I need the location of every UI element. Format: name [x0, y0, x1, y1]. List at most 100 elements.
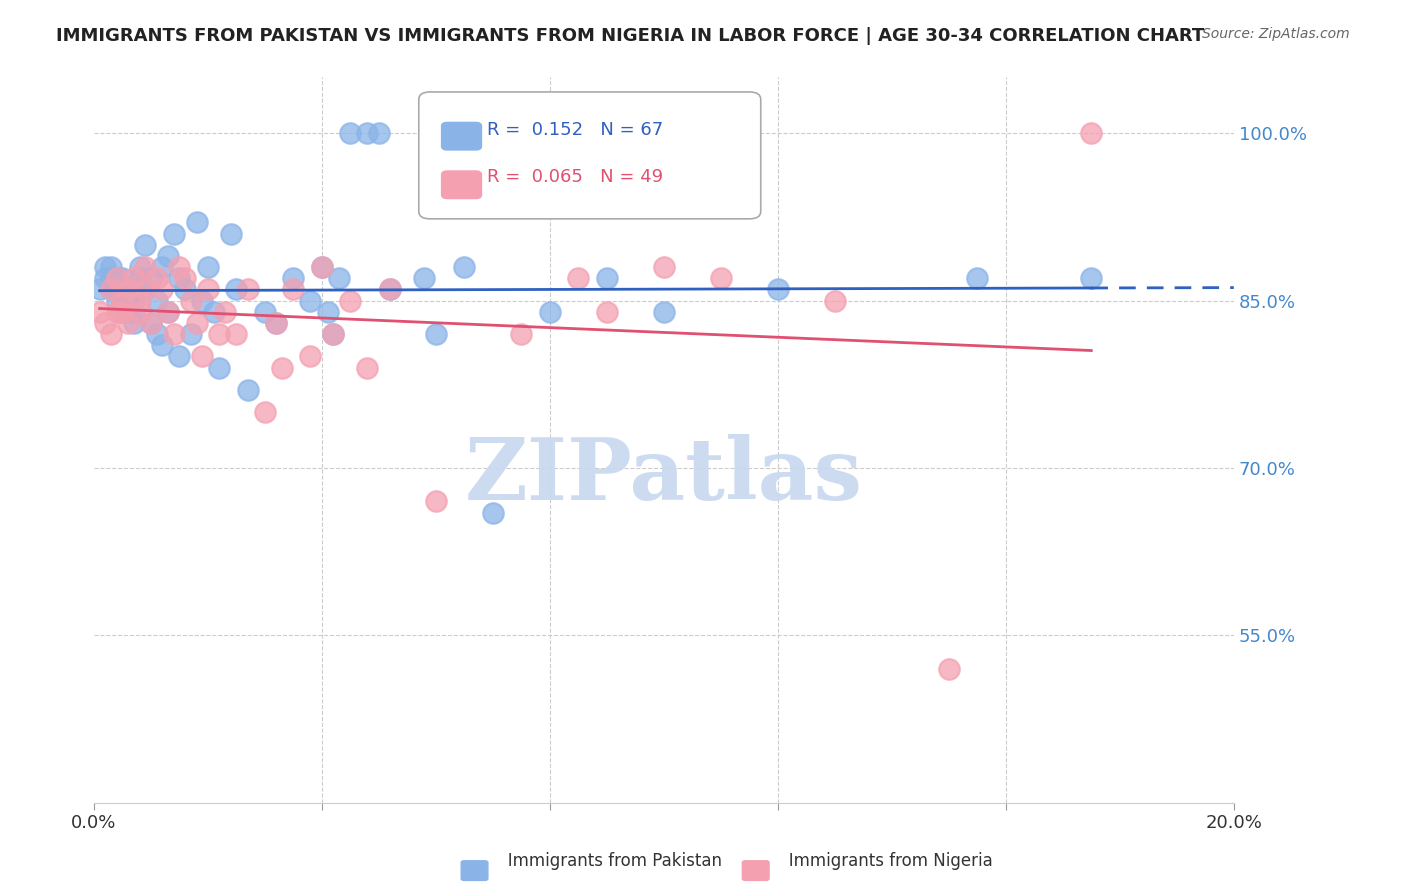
- Point: [117, 282, 139, 296]
- Point: [105, 304, 128, 318]
- Point: [105, 271, 128, 285]
- Point: [380, 282, 402, 296]
- Point: [169, 260, 191, 274]
- Point: [197, 260, 219, 274]
- Point: [122, 304, 145, 318]
- Point: [117, 293, 139, 308]
- Point: [122, 316, 145, 330]
- Point: [766, 282, 789, 296]
- Point: [157, 304, 180, 318]
- Point: [225, 282, 247, 296]
- Point: [328, 271, 350, 285]
- Point: [157, 249, 180, 263]
- Point: [145, 271, 167, 285]
- Point: [180, 326, 202, 341]
- Point: [150, 338, 173, 352]
- Point: [596, 271, 619, 285]
- Point: [128, 271, 150, 285]
- Point: [134, 282, 156, 296]
- Point: [316, 304, 339, 318]
- Point: [117, 282, 139, 296]
- Point: [283, 282, 305, 296]
- Point: [208, 326, 231, 341]
- Point: [174, 282, 197, 296]
- Text: R =  0.065   N = 49: R = 0.065 N = 49: [486, 168, 664, 186]
- Point: [89, 304, 111, 318]
- Text: Immigrants from Nigeria: Immigrants from Nigeria: [773, 852, 993, 870]
- Point: [139, 316, 162, 330]
- Point: [214, 304, 236, 318]
- Point: [1080, 126, 1102, 140]
- Point: [100, 282, 122, 296]
- Point: [105, 282, 128, 296]
- Point: [180, 293, 202, 308]
- Point: [111, 304, 134, 318]
- Point: [134, 282, 156, 296]
- Point: [283, 271, 305, 285]
- Point: [236, 383, 259, 397]
- Point: [202, 304, 225, 318]
- Point: [111, 293, 134, 308]
- Point: [266, 316, 288, 330]
- Text: Immigrants from Pakistan: Immigrants from Pakistan: [492, 852, 723, 870]
- Point: [253, 405, 276, 419]
- Point: [311, 260, 333, 274]
- Point: [380, 282, 402, 296]
- Point: [100, 282, 122, 296]
- Point: [453, 260, 475, 274]
- Point: [538, 304, 561, 318]
- Point: [128, 260, 150, 274]
- Point: [169, 349, 191, 363]
- Point: [100, 271, 122, 285]
- Point: [94, 271, 117, 285]
- Point: [322, 326, 344, 341]
- Point: [89, 282, 111, 296]
- Point: [100, 326, 122, 341]
- Point: [157, 304, 180, 318]
- Point: [652, 260, 675, 274]
- Point: [111, 282, 134, 296]
- Point: [134, 260, 156, 274]
- Point: [966, 271, 988, 285]
- Point: [510, 326, 533, 341]
- Point: [122, 271, 145, 285]
- Point: [299, 293, 322, 308]
- Point: [191, 349, 214, 363]
- Point: [824, 293, 846, 308]
- FancyBboxPatch shape: [441, 171, 481, 199]
- Point: [117, 316, 139, 330]
- Point: [938, 662, 960, 676]
- Point: [356, 126, 378, 140]
- Point: [169, 271, 191, 285]
- Point: [150, 282, 173, 296]
- Text: R =  0.152   N = 67: R = 0.152 N = 67: [486, 121, 664, 139]
- Text: R =  0.152   N = 67: R = 0.152 N = 67: [441, 113, 617, 132]
- Point: [191, 293, 214, 308]
- Point: [322, 326, 344, 341]
- Text: ZIPatlas: ZIPatlas: [465, 434, 863, 518]
- Point: [186, 316, 208, 330]
- Point: [117, 304, 139, 318]
- Point: [367, 126, 389, 140]
- Point: [225, 326, 247, 341]
- Point: [425, 494, 447, 508]
- Point: [652, 304, 675, 318]
- Point: [413, 271, 436, 285]
- Point: [145, 326, 167, 341]
- Point: [271, 360, 294, 375]
- FancyBboxPatch shape: [419, 92, 761, 219]
- Point: [105, 293, 128, 308]
- Point: [139, 271, 162, 285]
- Text: IMMIGRANTS FROM PAKISTAN VS IMMIGRANTS FROM NIGERIA IN LABOR FORCE | AGE 30-34 C: IMMIGRANTS FROM PAKISTAN VS IMMIGRANTS F…: [56, 27, 1205, 45]
- Point: [219, 227, 242, 241]
- Point: [710, 271, 733, 285]
- Point: [186, 215, 208, 229]
- Point: [299, 349, 322, 363]
- Point: [105, 271, 128, 285]
- Point: [163, 326, 186, 341]
- Point: [128, 293, 150, 308]
- Point: [208, 360, 231, 375]
- Text: Source: ZipAtlas.com: Source: ZipAtlas.com: [1202, 27, 1350, 41]
- Point: [174, 271, 197, 285]
- Point: [145, 293, 167, 308]
